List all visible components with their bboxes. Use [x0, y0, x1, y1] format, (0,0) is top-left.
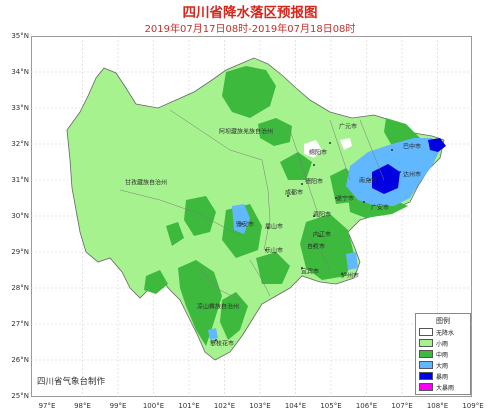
- city-label-suining: 遂宁市: [335, 195, 355, 203]
- legend-item-rainstorm: 暴雨: [419, 371, 448, 381]
- legend-label: 中雨: [436, 351, 449, 359]
- city-label-leshan: 乐山市: [264, 247, 284, 255]
- lon-label-101: 101°E: [178, 402, 200, 410]
- legend-item-heavy-rainstorm: 大暴雨: [419, 382, 454, 392]
- city-label-mianyang: 绵阳市: [308, 149, 328, 157]
- sichuan-province-area: [66, 57, 445, 361]
- legend-swatch: [419, 350, 433, 358]
- moderate-rain-areas: [144, 66, 420, 346]
- city-label-neijiang: 内江市: [312, 231, 332, 239]
- rainstorm-areas: [372, 138, 446, 194]
- legend-item-moderate-rain: 中雨: [419, 349, 448, 359]
- lon-label-98: 98°E: [74, 402, 91, 410]
- lat-label-26: 26°N: [11, 356, 29, 364]
- lon-label-103: 103°E: [249, 402, 271, 410]
- legend-label: 小雨: [436, 340, 449, 348]
- region-label-ganzi: 甘孜藏族自治州: [124, 179, 168, 187]
- lon-label-97: 97°E: [38, 402, 56, 410]
- lon-label-99: 99°E: [109, 402, 127, 410]
- lat-label-31: 31°N: [11, 176, 29, 184]
- city-label-guangyuan: 广元市: [338, 123, 358, 131]
- lon-label-100: 100°E: [142, 402, 165, 410]
- lat-label-25: 25°N: [11, 392, 29, 400]
- legend-item-no-rain: 无降水: [419, 327, 454, 337]
- prefecture-boundaries: [119, 109, 385, 301]
- lat-label-29: 29°N: [11, 248, 29, 256]
- lon-label-104: 104°E: [284, 402, 307, 410]
- city-markers: [215, 142, 401, 341]
- lat-label-34: 34°N: [11, 68, 29, 76]
- city-label-deyang: 德阳市: [304, 178, 324, 186]
- lon-label-106: 106°E: [355, 402, 378, 410]
- legend-title: 图例: [436, 317, 450, 325]
- city-label-panzhihua: 攀枝花市: [209, 340, 235, 348]
- legend-label: 无降水: [436, 329, 455, 337]
- lon-label-102: 102°E: [213, 402, 236, 410]
- map-frame: [31, 36, 472, 397]
- lat-label-30: 30°N: [11, 212, 29, 220]
- city-label-guangan: 广安市: [370, 204, 390, 212]
- legend-swatch: [419, 372, 433, 380]
- legend-swatch: [419, 339, 433, 347]
- lon-label-108: 108°E: [426, 402, 449, 410]
- city-label-yaan: 雅安市: [235, 221, 255, 229]
- city-label-chengdu: 成都市: [284, 189, 304, 197]
- lat-label-27: 27°N: [11, 320, 29, 328]
- city-label-luzhou: 泸州市: [340, 272, 360, 280]
- lat-label-28: 28°N: [11, 284, 29, 292]
- region-label-liangshan: 凉山彝族自治州: [196, 303, 240, 311]
- legend-item-light-rain: 小雨: [419, 338, 448, 348]
- legend-swatch: [419, 361, 433, 369]
- lon-label-109: 109°E: [462, 402, 484, 410]
- legend-label: 大暴雨: [436, 384, 455, 392]
- city-label-nanchong: 南充市: [358, 177, 378, 185]
- issuer-credit: 四川省气象台制作: [37, 377, 106, 387]
- legend-swatch: [419, 328, 433, 336]
- map-subtitle: 2019年07月17日08时-2019年07月18日08时: [144, 24, 356, 35]
- no-rain-areas: [304, 138, 352, 158]
- city-label-zigong: 自贡市: [306, 243, 326, 251]
- region-label-aba: 阿坝藏族羌族自治州: [218, 128, 274, 136]
- lat-label-32: 32°N: [11, 140, 29, 148]
- lat-label-35: 35°N: [11, 32, 29, 40]
- legend-swatch: [419, 383, 433, 391]
- city-label-yibin: 宜宾市: [300, 268, 320, 276]
- legend-item-heavy-rain: 大雨: [419, 360, 448, 370]
- city-label-meishan: 眉山市: [264, 223, 284, 231]
- legend-label: 暴雨: [436, 373, 449, 381]
- lon-label-105: 105°E: [320, 402, 342, 410]
- city-label-ziyang: 资阳市: [312, 211, 332, 219]
- map-title: 四川省降水落区预报图: [182, 5, 318, 21]
- lon-label-107: 107°E: [391, 402, 413, 410]
- city-label-bazhong: 巴中市: [402, 143, 422, 151]
- legend: 图例 无降水 小雨 中雨 大雨 暴雨 大暴雨: [415, 313, 471, 395]
- city-label-dazhou: 达州市: [402, 171, 422, 179]
- lat-label-33: 33°N: [11, 104, 29, 112]
- legend-label: 大雨: [436, 362, 449, 370]
